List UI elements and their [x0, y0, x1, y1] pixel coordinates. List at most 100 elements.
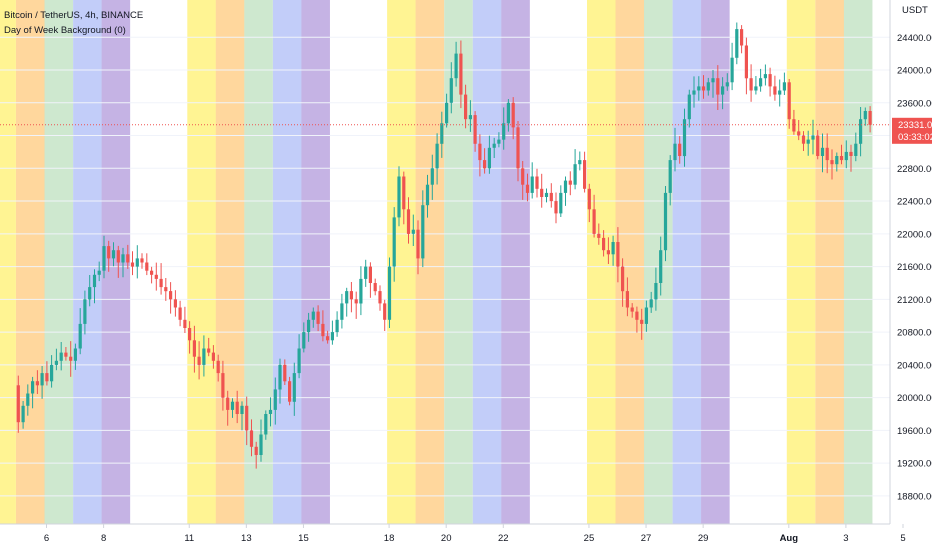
candle[interactable] — [711, 70, 715, 98]
candle[interactable] — [207, 337, 211, 357]
candle[interactable] — [640, 308, 644, 340]
candle[interactable] — [592, 194, 596, 238]
candle[interactable] — [383, 299, 387, 331]
candle[interactable] — [825, 133, 829, 174]
candle[interactable] — [863, 107, 867, 126]
candle[interactable] — [682, 108, 687, 167]
candle[interactable] — [544, 188, 549, 203]
candle[interactable] — [797, 120, 801, 141]
candle[interactable] — [673, 127, 677, 172]
candle[interactable] — [473, 111, 477, 152]
candle[interactable] — [773, 75, 777, 101]
candle[interactable] — [487, 135, 491, 174]
candle[interactable] — [549, 183, 553, 208]
candles[interactable] — [16, 22, 872, 469]
candle[interactable] — [725, 73, 729, 91]
candle[interactable] — [435, 133, 439, 185]
candle[interactable] — [616, 227, 620, 283]
candle[interactable] — [107, 240, 111, 272]
candle[interactable] — [150, 266, 154, 284]
candle[interactable] — [197, 341, 201, 380]
candle[interactable] — [278, 358, 282, 404]
candle[interactable] — [192, 325, 196, 373]
candle[interactable] — [59, 342, 63, 371]
candle[interactable] — [597, 223, 601, 245]
candle[interactable] — [868, 106, 872, 133]
candle[interactable] — [121, 247, 125, 278]
candle[interactable] — [349, 282, 353, 313]
candle[interactable] — [154, 262, 158, 291]
candle[interactable] — [64, 347, 68, 361]
candle[interactable] — [730, 42, 734, 91]
candle[interactable] — [525, 173, 530, 202]
candle[interactable] — [97, 261, 101, 282]
candle[interactable] — [649, 291, 653, 313]
candle[interactable] — [202, 335, 206, 377]
candle[interactable] — [387, 257, 392, 329]
candle[interactable] — [859, 107, 863, 157]
indicator-legend[interactable]: Day of Week Background (0) — [4, 25, 126, 36]
candle[interactable] — [820, 133, 825, 173]
candle[interactable] — [573, 149, 577, 190]
candle[interactable] — [430, 154, 434, 200]
candle[interactable] — [735, 22, 739, 65]
candle[interactable] — [830, 149, 834, 180]
candle[interactable] — [663, 186, 668, 262]
candle[interactable] — [811, 119, 815, 155]
candle[interactable] — [140, 253, 144, 269]
candle[interactable] — [292, 362, 296, 416]
candle[interactable] — [45, 361, 49, 386]
candle[interactable] — [511, 97, 515, 140]
candle[interactable] — [183, 306, 187, 333]
candle[interactable] — [606, 237, 610, 264]
candle[interactable] — [754, 76, 758, 95]
candle[interactable] — [226, 390, 230, 426]
candle[interactable] — [50, 355, 54, 388]
candle[interactable] — [411, 214, 415, 246]
candle[interactable] — [359, 266, 363, 316]
candle[interactable] — [268, 397, 273, 427]
candle[interactable] — [654, 267, 658, 311]
candle[interactable] — [602, 230, 606, 257]
candle[interactable] — [416, 220, 420, 275]
candle[interactable] — [169, 282, 173, 314]
candle[interactable] — [145, 253, 149, 276]
candle[interactable] — [173, 290, 177, 317]
candle[interactable] — [307, 312, 311, 342]
candle[interactable] — [554, 192, 558, 224]
candle[interactable] — [116, 245, 120, 278]
candle[interactable] — [178, 300, 182, 327]
candle[interactable] — [311, 307, 315, 328]
candle[interactable] — [630, 303, 634, 318]
candle[interactable] — [449, 62, 453, 114]
candle[interactable] — [245, 396, 249, 446]
candle[interactable] — [83, 290, 87, 335]
candle[interactable] — [221, 360, 225, 411]
candle[interactable] — [716, 65, 720, 110]
candle[interactable] — [563, 176, 568, 206]
candle[interactable] — [740, 25, 744, 54]
candle[interactable] — [778, 79, 782, 107]
candle[interactable] — [578, 151, 582, 171]
candle[interactable] — [316, 305, 320, 332]
candle[interactable] — [335, 311, 339, 337]
candle[interactable] — [440, 111, 444, 158]
candle[interactable] — [521, 161, 525, 200]
candle[interactable] — [502, 107, 506, 150]
candle[interactable] — [345, 287, 349, 317]
candle[interactable] — [211, 345, 215, 369]
candle[interactable] — [297, 334, 301, 379]
candle[interactable] — [69, 341, 73, 377]
candle[interactable] — [78, 308, 82, 355]
candle[interactable] — [611, 235, 615, 266]
candle[interactable] — [687, 89, 691, 128]
candle[interactable] — [164, 278, 168, 301]
candle[interactable] — [835, 152, 839, 172]
candle[interactable] — [483, 148, 487, 174]
candle[interactable] — [768, 67, 772, 97]
candle[interactable] — [697, 76, 701, 101]
candle[interactable] — [644, 300, 648, 332]
candle[interactable] — [425, 174, 430, 218]
candle[interactable] — [31, 376, 35, 409]
candle[interactable] — [92, 269, 97, 304]
